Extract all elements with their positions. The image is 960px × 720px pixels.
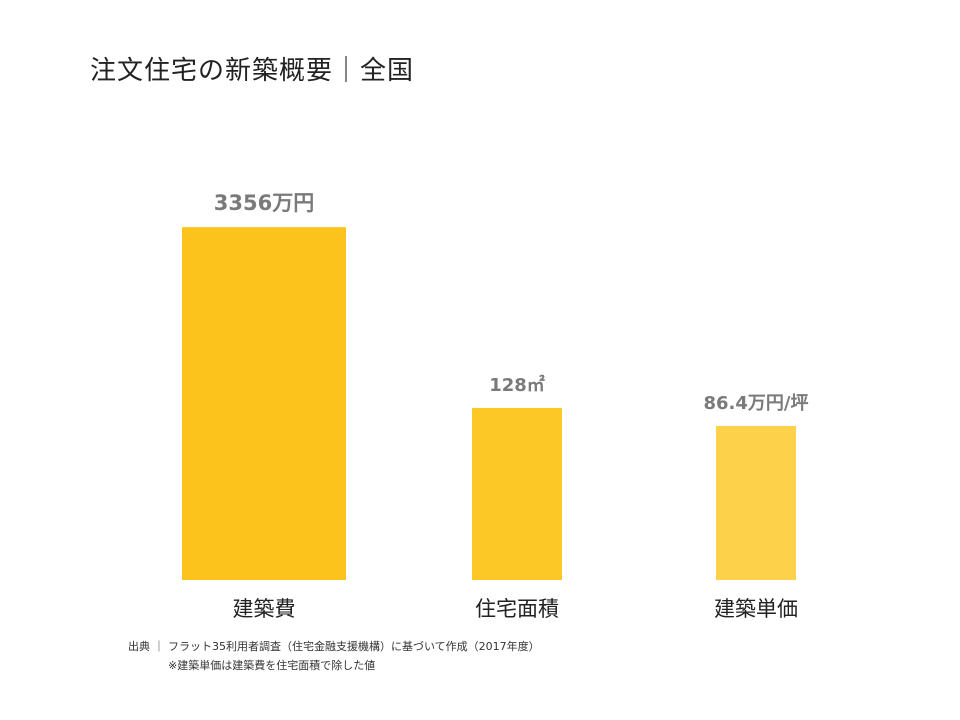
bar-value-label-3: 86.4万円/坪 [704, 393, 809, 414]
bar-value-label-2: 128㎡ [489, 374, 545, 396]
bar-value-label-1: 3356万円 [214, 191, 314, 215]
category-label-1: 建築費 [233, 597, 296, 621]
category-label-3: 建築単価 [714, 597, 798, 621]
bar-1 [182, 227, 346, 580]
category-label-2: 住宅面積 [475, 597, 559, 621]
page-title: 注文住宅の新築概要｜全国 [90, 56, 415, 86]
source-note: 出典 ｜ フラット35利用者調査（住宅金融支援機構）に基づいて作成（2017年度… [128, 640, 540, 653]
bar-3 [716, 425, 796, 580]
bar-2 [472, 407, 562, 580]
remark-note: ※建築単価は建築費を住宅面積で除した値 [168, 659, 376, 672]
